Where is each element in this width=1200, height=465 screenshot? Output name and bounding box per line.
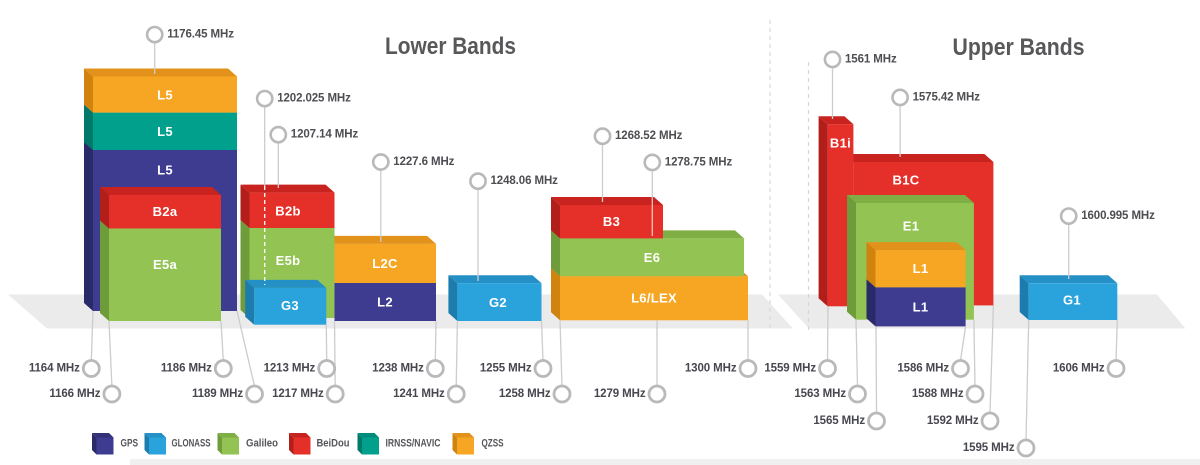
svg-text:L5: L5 — [157, 124, 173, 139]
svg-text:1575.42 MHz: 1575.42 MHz — [913, 91, 981, 103]
svg-text:1561 MHz: 1561 MHz — [845, 53, 897, 65]
svg-text:E5a: E5a — [153, 257, 178, 272]
svg-text:BeiDou: BeiDou — [317, 438, 350, 450]
svg-text:1207.14 MHz: 1207.14 MHz — [291, 129, 359, 141]
svg-text:1176.45 MHz: 1176.45 MHz — [167, 29, 234, 41]
svg-text:1588 MHz: 1588 MHz — [912, 388, 964, 400]
svg-text:GLONASS: GLONASS — [172, 438, 211, 450]
svg-text:1300 MHz: 1300 MHz — [685, 363, 737, 375]
svg-text:Lower Bands: Lower Bands — [385, 33, 516, 60]
svg-text:B2a: B2a — [153, 204, 178, 219]
svg-text:L6/LEX: L6/LEX — [631, 291, 677, 306]
svg-text:1595 MHz: 1595 MHz — [963, 442, 1015, 454]
svg-text:L2C: L2C — [372, 256, 398, 271]
svg-text:1227.6 MHz: 1227.6 MHz — [393, 156, 454, 168]
svg-text:G3: G3 — [281, 298, 299, 313]
svg-text:L1: L1 — [913, 261, 929, 276]
svg-text:GPS: GPS — [121, 438, 139, 450]
svg-text:1166 MHz: 1166 MHz — [49, 388, 100, 400]
svg-text:1279 MHz: 1279 MHz — [594, 388, 646, 400]
svg-text:1238 MHz: 1238 MHz — [372, 363, 424, 375]
svg-text:L2: L2 — [377, 295, 393, 310]
svg-text:1248.06 MHz: 1248.06 MHz — [491, 175, 559, 187]
svg-text:G1: G1 — [1063, 293, 1081, 308]
svg-text:1213 MHz: 1213 MHz — [264, 363, 316, 375]
svg-text:L1: L1 — [913, 299, 929, 314]
svg-text:1278.75 MHz: 1278.75 MHz — [665, 156, 733, 168]
svg-text:1241 MHz: 1241 MHz — [393, 388, 445, 400]
svg-text:1565 MHz: 1565 MHz — [813, 415, 865, 427]
svg-text:IRNSS/NAVIC: IRNSS/NAVIC — [386, 438, 441, 450]
svg-text:1268.52 MHz: 1268.52 MHz — [615, 130, 683, 142]
svg-text:Upper Bands: Upper Bands — [953, 34, 1085, 61]
svg-text:E5b: E5b — [276, 253, 301, 268]
svg-text:L5: L5 — [157, 87, 173, 102]
svg-text:1606 MHz: 1606 MHz — [1053, 363, 1105, 375]
svg-text:1563 MHz: 1563 MHz — [794, 388, 846, 400]
svg-text:1202.025 MHz: 1202.025 MHz — [277, 93, 351, 105]
svg-text:B3: B3 — [603, 214, 620, 229]
svg-text:E1: E1 — [903, 219, 920, 234]
svg-text:1189 MHz: 1189 MHz — [192, 388, 243, 400]
svg-text:B2b: B2b — [275, 204, 300, 219]
svg-text:B1C: B1C — [893, 173, 920, 188]
svg-text:1592 MHz: 1592 MHz — [927, 415, 979, 427]
svg-text:G2: G2 — [489, 295, 507, 310]
svg-text:1217 MHz: 1217 MHz — [272, 388, 324, 400]
svg-text:E6: E6 — [644, 250, 661, 265]
svg-text:1186 MHz: 1186 MHz — [161, 363, 212, 375]
svg-text:1164 MHz: 1164 MHz — [29, 363, 80, 375]
svg-text:Galileo: Galileo — [246, 438, 278, 450]
svg-text:L5: L5 — [157, 163, 173, 178]
svg-text:1258 MHz: 1258 MHz — [499, 388, 551, 400]
svg-text:QZSS: QZSS — [482, 438, 504, 450]
svg-text:1255 MHz: 1255 MHz — [480, 363, 532, 375]
svg-text:B1i: B1i — [830, 136, 851, 151]
svg-text:1600.995 MHz: 1600.995 MHz — [1081, 210, 1155, 222]
svg-text:1586 MHz: 1586 MHz — [897, 363, 949, 375]
svg-text:1559 MHz: 1559 MHz — [764, 363, 816, 375]
